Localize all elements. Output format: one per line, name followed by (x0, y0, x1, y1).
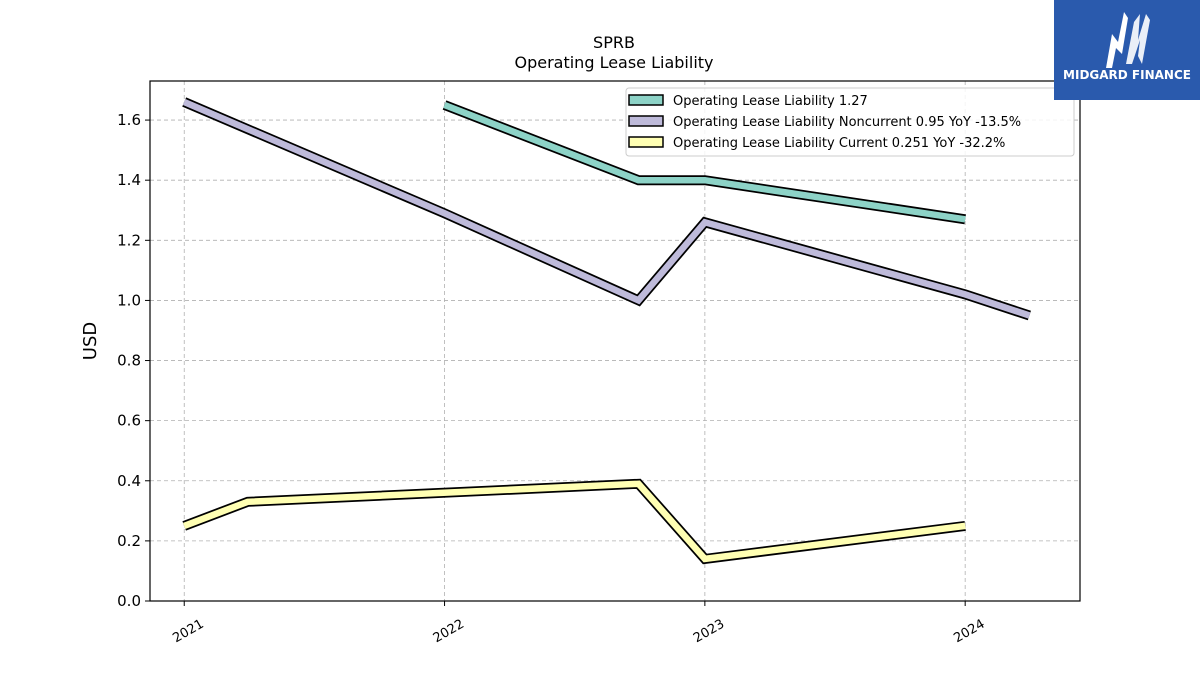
series-line (443, 101, 966, 223)
series-1 (182, 97, 1031, 321)
logo-mark-icon (1106, 12, 1150, 68)
legend-swatch (628, 136, 664, 148)
x-axis: 2021 2022 2023 2024 (170, 601, 988, 647)
legend-swatch (628, 115, 664, 127)
grid-lines (150, 81, 1080, 602)
series-layer (182, 97, 1031, 565)
y-tick-label: 0.6 (117, 412, 141, 430)
y-tick-label: 1.4 (117, 171, 141, 189)
logo-text: MIDGARD FINANCE (1063, 68, 1191, 82)
y-tick-label: 0.2 (117, 532, 141, 550)
x-tick-label: 2022 (431, 617, 467, 647)
legend: Operating Lease Liability 1.27 Operating … (625, 87, 1075, 157)
series-line (183, 480, 966, 563)
y-tick-label: 1.6 (117, 111, 141, 129)
y-tick-label: 1.2 (117, 231, 141, 249)
x-tick-label: 2021 (170, 617, 206, 647)
x-tick-label: 2024 (951, 617, 987, 647)
brand-logo: MIDGARD FINANCE (1054, 0, 1200, 100)
y-tick-label: 0.8 (117, 352, 141, 370)
x-tick-label: 2023 (691, 617, 727, 647)
legend-label: Operating Lease Liability Noncurrent 0.9… (673, 115, 1021, 130)
y-axis: 0.0 0.2 0.4 0.6 0.8 1.0 1.2 1.4 1.6 (117, 111, 150, 610)
series-line (182, 99, 1031, 319)
y-tick-label: 0.4 (117, 472, 141, 490)
series-0 (442, 100, 966, 225)
chart-subtitle: Operating Lease Liability (514, 53, 713, 72)
chart-title: SPRB (593, 33, 635, 52)
y-tick-label: 0.0 (117, 592, 141, 610)
plot-frame (149, 80, 1081, 602)
legend-label: Operating Lease Liability Current 0.251 … (673, 136, 1005, 151)
legend-box (625, 87, 1075, 157)
legend-label: Operating Lease Liability 1.27 (673, 94, 868, 109)
y-axis-label: USD (80, 322, 101, 360)
series-2 (182, 478, 966, 565)
series-line-outline (182, 478, 966, 565)
y-tick-label: 1.0 (117, 291, 141, 309)
legend-swatch (628, 94, 664, 106)
